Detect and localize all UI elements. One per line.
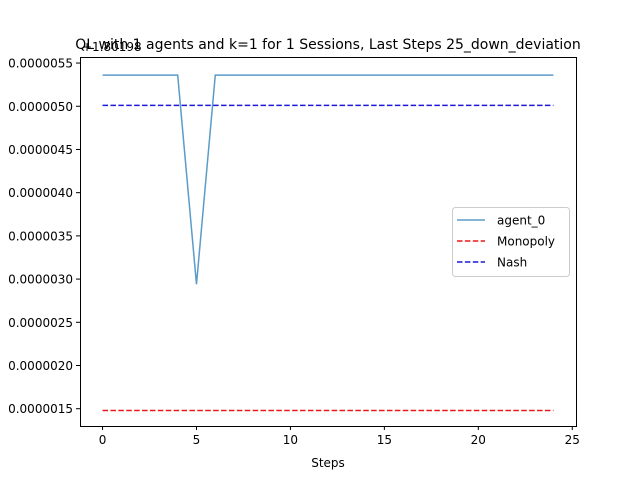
x-tick-label: 5 [193, 433, 201, 447]
legend-box [452, 207, 570, 277]
legend-label: agent_0 [497, 214, 545, 228]
y-tick-label: 0.0000025 [8, 316, 73, 330]
legend-label: Nash [497, 256, 527, 270]
x-tick-label: 10 [283, 433, 298, 447]
plot-frame [80, 57, 577, 427]
series-line-agent-0 [102, 74, 554, 285]
x-tick-label: 15 [377, 433, 392, 447]
x-axis-label: Steps [311, 456, 345, 470]
y-tick-label: 0.0000030 [8, 273, 73, 287]
chart-title: QL with 1 agents and k=1 for 1 Sessions,… [75, 37, 581, 53]
y-tick-label: 0.0000040 [8, 186, 73, 200]
legend-label: Monopoly [497, 235, 555, 249]
x-tick-label: 20 [471, 433, 486, 447]
y-offset-label: +1.80198 [82, 40, 142, 54]
legend: agent_0 Monopoly Nash [452, 207, 570, 277]
y-tick-label: 0.0000050 [8, 100, 73, 114]
x-tick-label: 0 [99, 433, 107, 447]
y-tick-label: 0.0000020 [8, 359, 73, 373]
x-tick-label: 25 [565, 433, 580, 447]
y-tick-label: 0.0000045 [8, 143, 73, 157]
y-tick-label: 0.0000055 [8, 57, 73, 71]
y-tick-label: 0.0000015 [8, 402, 73, 416]
y-tick-label: 0.0000035 [8, 229, 73, 243]
